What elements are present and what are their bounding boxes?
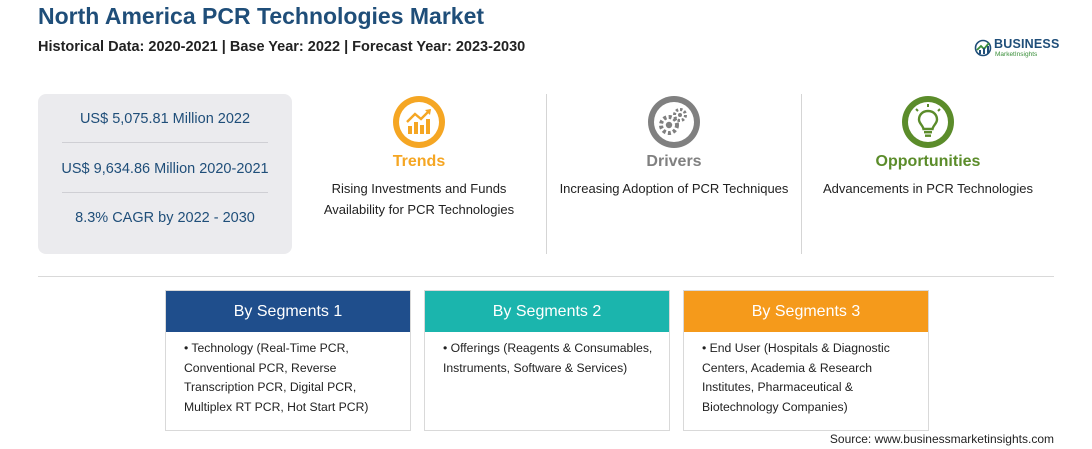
segment-2-title: By Segments 2	[425, 291, 669, 332]
opportunities-heading: Opportunities	[875, 153, 981, 170]
segment-1-title: By Segments 1	[166, 291, 410, 332]
column-divider	[801, 94, 802, 254]
lightbulb-icon	[902, 96, 954, 148]
stat-divider	[62, 142, 268, 143]
drivers-column: Drivers Increasing Adoption of PCR Techn…	[559, 94, 789, 199]
column-divider	[546, 94, 547, 254]
page-title: North America PCR Technologies Market	[38, 3, 485, 29]
stat-divider	[62, 192, 268, 193]
segment-1-text: • Technology (Real-Time PCR, Conventiona…	[184, 341, 369, 414]
source-credit: Source: www.businessmarketinsights.com	[829, 432, 1054, 446]
segment-3-text: • End User (Hospitals & Diagnostic Cente…	[702, 341, 890, 414]
stat-market-size-historical: US$ 9,634.86 Million 2020-2021	[61, 161, 269, 177]
section-divider	[38, 276, 1054, 277]
segment-card-2: By Segments 2 • Offerings (Reagents & Co…	[424, 290, 670, 431]
page-subtitle: Historical Data: 2020-2021 | Base Year: …	[38, 39, 526, 55]
logo-name: BUSINESS	[994, 37, 1060, 51]
drivers-text: Increasing Adoption of PCR Techniques	[559, 181, 789, 196]
trends-heading: Trends	[392, 153, 446, 170]
segment-card-3: By Segments 3 • End User (Hospitals & Di…	[683, 290, 929, 431]
logo-tagline: MarketInsights	[995, 51, 1038, 58]
segment-2-text: • Offerings (Reagents & Consumables, Ins…	[443, 341, 653, 375]
stat-market-size-2022: US$ 5,075.81 Million 2022	[79, 111, 251, 127]
segment-3-title: By Segments 3	[684, 291, 928, 332]
trends-text: Rising Investments and Funds Availabilit…	[323, 181, 515, 217]
opportunities-text: Advancements in PCR Technologies	[822, 181, 1034, 196]
stat-cagr: 8.3% CAGR by 2022 - 2030	[75, 210, 255, 226]
trends-column: Trends Rising Investments and Funds Avai…	[304, 94, 534, 220]
stats-panel: US$ 5,075.81 Million 2022 US$ 9,634.86 M…	[38, 94, 292, 254]
segment-card-1: By Segments 1 • Technology (Real-Time PC…	[165, 290, 411, 431]
logo-globe-icon	[974, 39, 992, 57]
gears-icon	[648, 96, 700, 148]
chart-growth-icon	[393, 96, 445, 148]
brand-logo: BUSINESS MarketInsights	[974, 35, 1064, 61]
opportunities-column: Opportunities Advancements in PCR Techno…	[813, 94, 1043, 199]
drivers-heading: Drivers	[646, 153, 702, 170]
